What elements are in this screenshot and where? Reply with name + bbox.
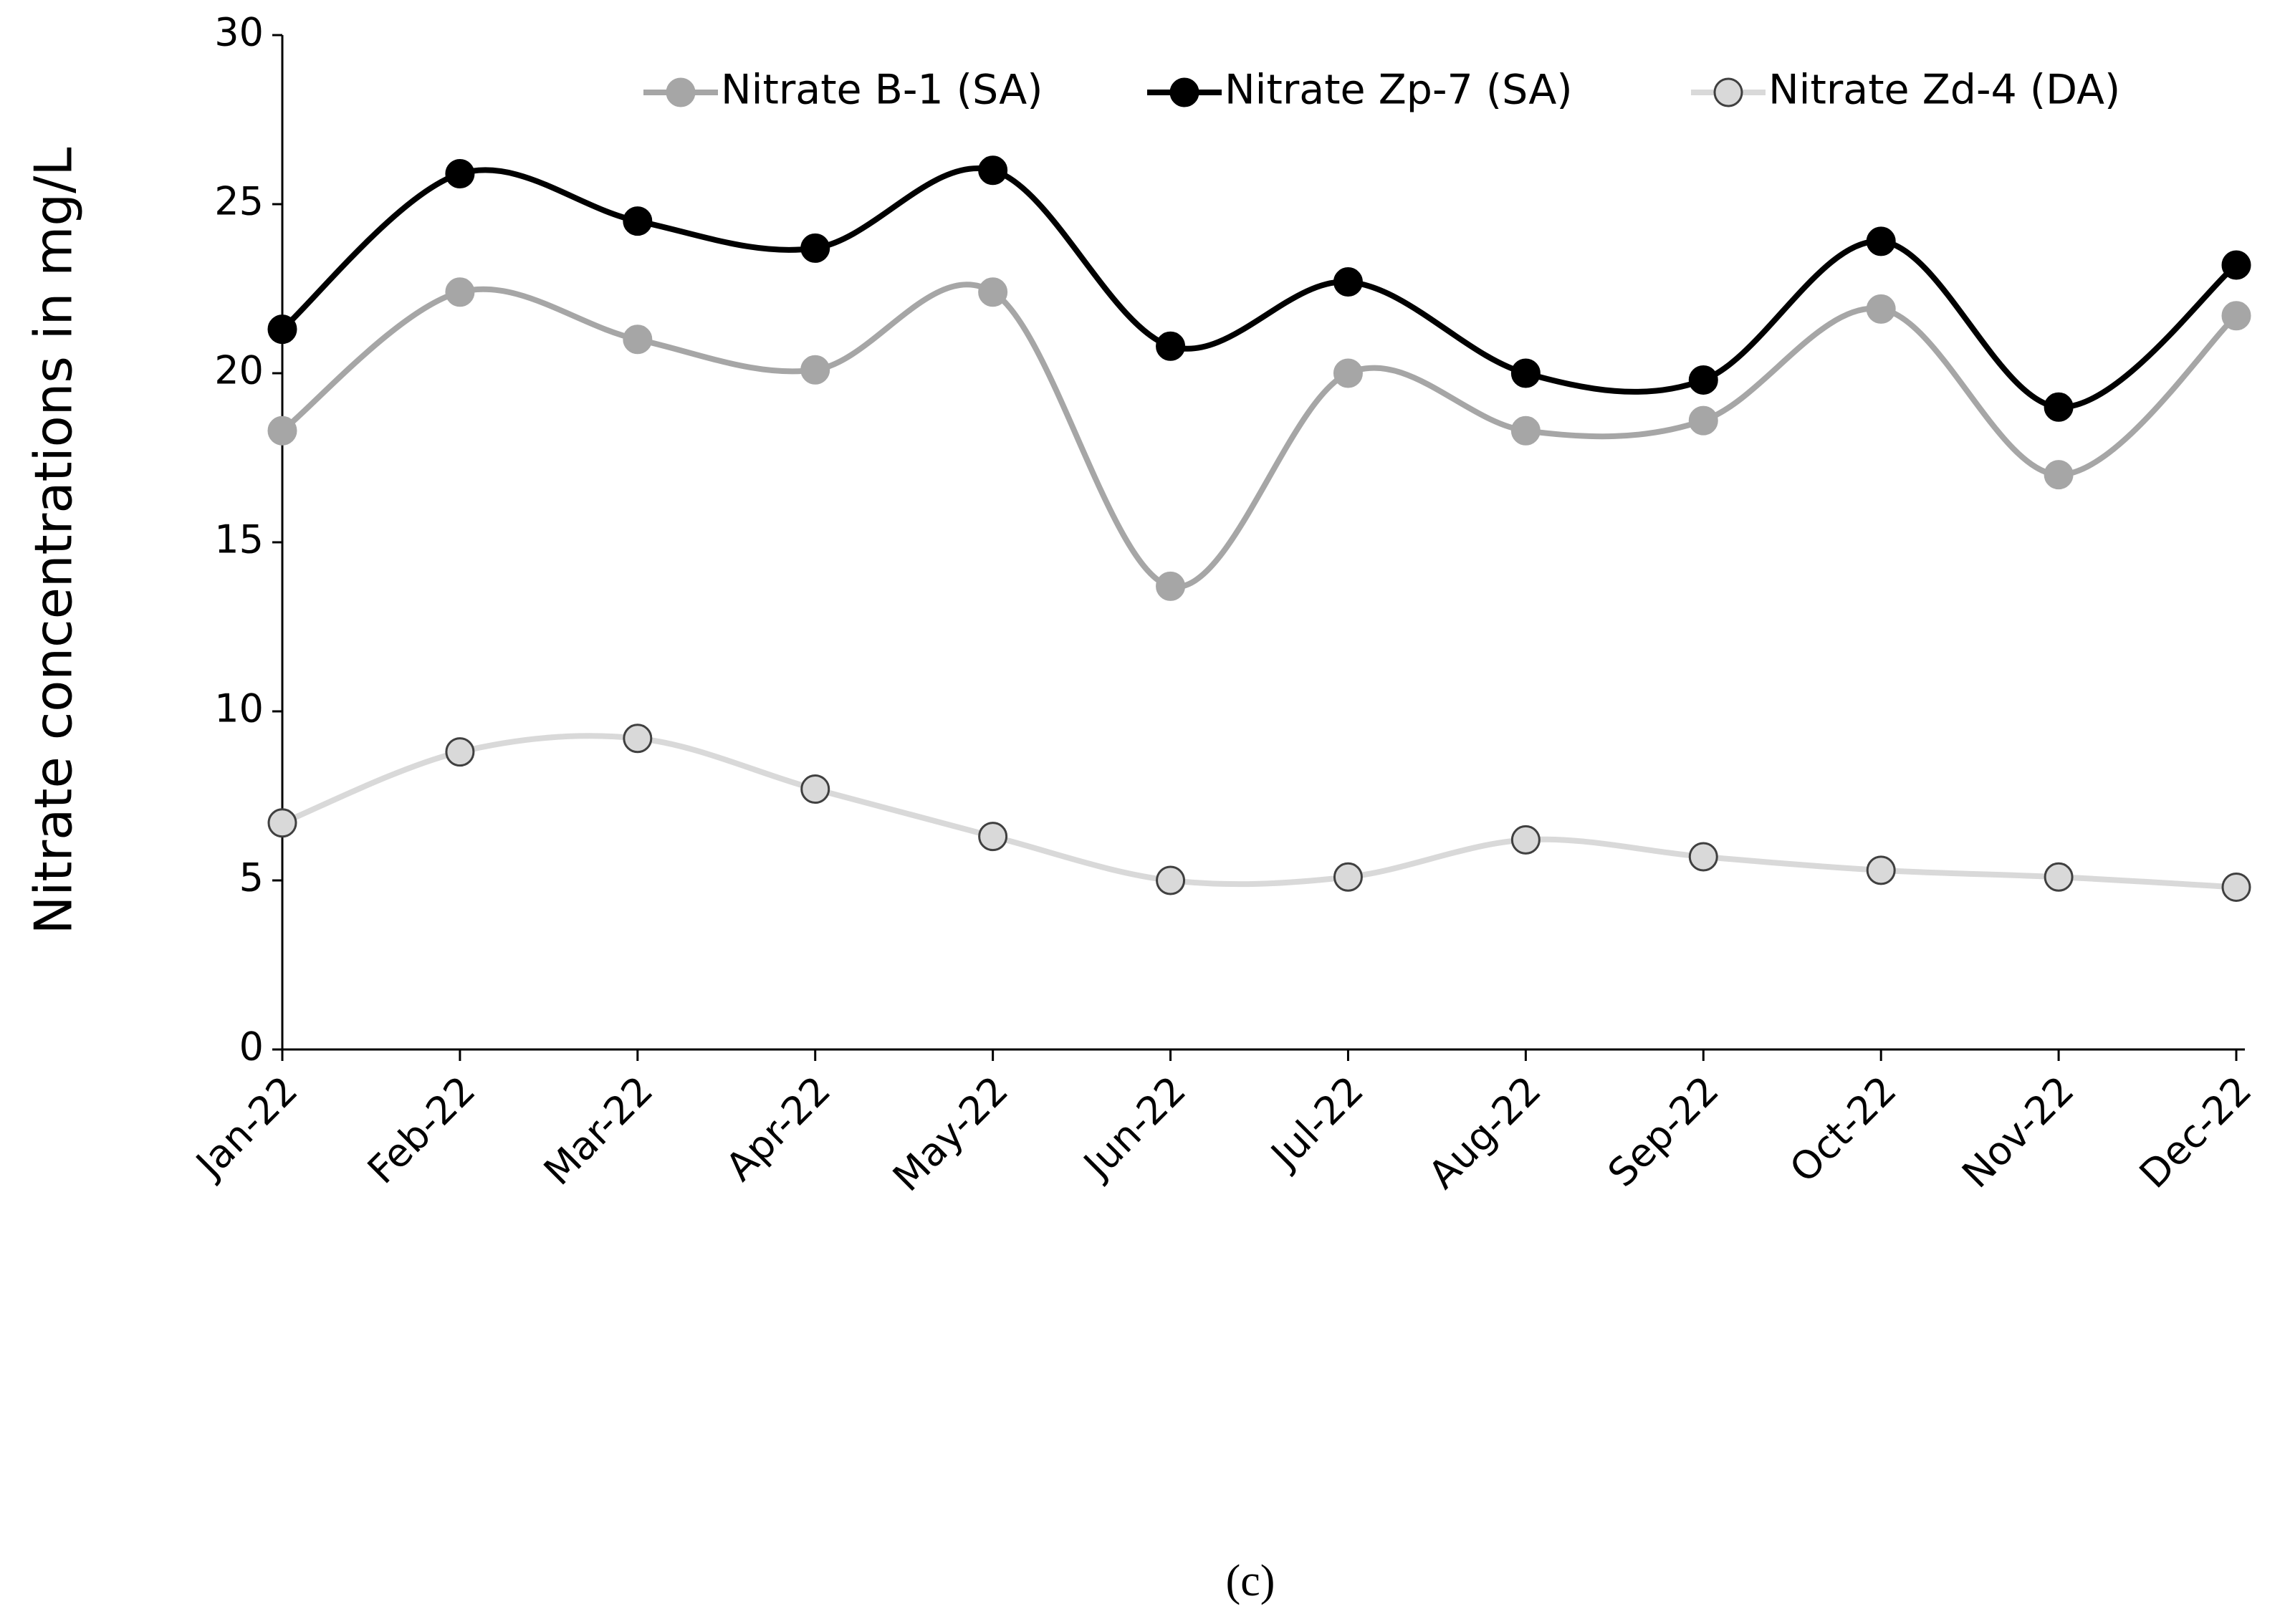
data-point [800, 233, 830, 263]
data-point [267, 415, 297, 446]
data-point [1156, 331, 1186, 361]
data-point [1333, 862, 1363, 892]
x-tick-label: Jul-22 [1261, 1067, 1372, 1178]
legend-label: Nitrate B-1 (SA) [721, 67, 1043, 114]
data-point [1333, 267, 1363, 297]
x-tick-label: Mar-22 [535, 1067, 662, 1194]
data-point [623, 206, 653, 236]
y-tick-label: 10 [214, 686, 264, 731]
x-tick-label: Sep-22 [1599, 1067, 1728, 1196]
data-point [445, 737, 475, 767]
x-tick-label: Aug-22 [1419, 1067, 1549, 1197]
legend-marker [666, 77, 696, 107]
x-tick-label: Feb-22 [359, 1067, 484, 1193]
series-line [281, 733, 2237, 890]
data-point [978, 155, 1008, 186]
data-point [1688, 405, 1718, 436]
data-point [2221, 872, 2251, 902]
data-point [2221, 301, 2251, 331]
data-point [2044, 392, 2074, 422]
legend-label: Nitrate Zp-7 (SA) [1225, 67, 1573, 114]
x-tick-label: Jan-22 [186, 1067, 307, 1188]
legend-label: Nitrate Zd-4 (DA) [1768, 67, 2120, 114]
legend-marker [1713, 77, 1743, 107]
y-tick-label: 30 [214, 10, 264, 55]
data-point [267, 808, 297, 838]
x-tick-label: May-22 [884, 1067, 1017, 1200]
x-tick-label: Jun-22 [1073, 1067, 1194, 1188]
data-point [623, 724, 653, 754]
y-axis-title: Nitrate concentrations in mg/L [24, 147, 84, 934]
caption: (c) [1226, 1557, 1275, 1605]
data-point [1866, 855, 1896, 885]
x-tick-label: Apr-22 [717, 1067, 840, 1190]
data-point [623, 325, 653, 355]
data-point [1510, 825, 1541, 855]
data-point [1333, 358, 1363, 388]
data-point [445, 277, 475, 307]
y-tick-label: 15 [214, 517, 264, 562]
data-point [2221, 250, 2251, 280]
y-tick-label: 25 [214, 179, 264, 224]
data-point [1510, 415, 1541, 446]
data-point [800, 774, 830, 804]
x-tick-label: Nov-22 [1953, 1067, 2082, 1196]
y-tick-label: 0 [239, 1024, 264, 1070]
legend-marker [1169, 77, 1199, 107]
data-point [2044, 460, 2074, 490]
data-point [1510, 358, 1541, 388]
data-point [1866, 294, 1896, 324]
data-point [800, 355, 830, 385]
data-point [978, 822, 1008, 852]
y-tick-label: 5 [239, 855, 264, 900]
series-line [280, 165, 2238, 410]
data-point [1156, 571, 1186, 601]
data-point [1688, 365, 1718, 395]
data-point [267, 314, 297, 345]
x-tick-label: Dec-22 [2131, 1067, 2261, 1197]
data-point [445, 159, 475, 189]
x-tick-label: Oct-22 [1781, 1067, 1905, 1191]
data-point [1688, 842, 1718, 872]
y-tick-label: 20 [214, 348, 264, 393]
series-line [280, 282, 2238, 590]
data-point [1866, 226, 1896, 256]
data-point [2044, 862, 2074, 892]
data-point [978, 277, 1008, 307]
data-point [1156, 865, 1186, 895]
